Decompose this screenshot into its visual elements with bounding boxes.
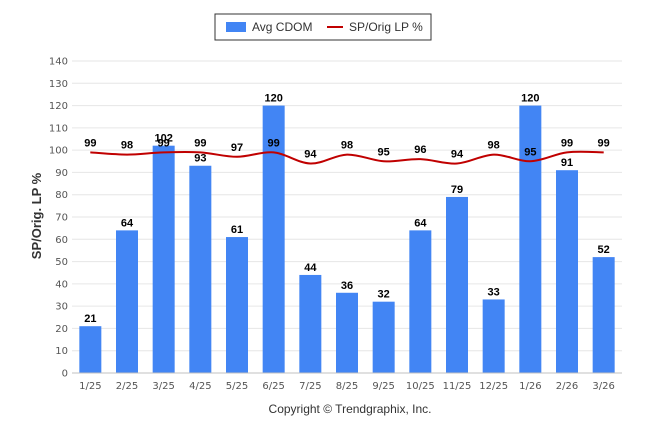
legend-label-sp-orig-lp: SP/Orig LP % <box>349 20 423 34</box>
y-tick-label-90: 90 <box>55 168 68 179</box>
x-tick-label-12/25: 12/25 <box>479 381 508 392</box>
y-tick-label-40: 40 <box>55 279 68 290</box>
bar-label-1/26: 120 <box>521 93 539 105</box>
y-axis-title: SP/Orig. LP % <box>29 172 44 259</box>
legend-swatch-avg-cdom <box>226 22 246 32</box>
series-line-sp-orig-lp <box>90 150 604 165</box>
y-tick-label-10: 10 <box>55 346 68 357</box>
y-tick-label-140: 140 <box>49 57 68 68</box>
bar-label-1/25: 21 <box>84 313 96 325</box>
copyright-credit: Copyright © Trendgraphix, Inc. <box>269 402 432 416</box>
bar-label-2/26: 91 <box>561 157 573 169</box>
bar-3/25 <box>152 145 175 373</box>
bar-8/25 <box>336 292 358 373</box>
line-label-4/25: 99 <box>194 137 206 149</box>
bar-label-3/26: 52 <box>598 244 610 256</box>
bar-2/26 <box>556 170 578 373</box>
bar-label-5/25: 61 <box>231 224 243 236</box>
bar-4/25 <box>189 165 212 373</box>
line-label-11/25: 94 <box>451 149 464 161</box>
y-tick-label-20: 20 <box>55 324 68 335</box>
line-label-3/25: 99 <box>158 137 170 149</box>
line-label-10/25: 96 <box>414 144 426 156</box>
x-tick-label-2/25: 2/25 <box>116 381 138 392</box>
line-label-2/25: 98 <box>121 140 133 152</box>
bar-label-10/25: 64 <box>414 217 427 229</box>
line-label-3/26: 99 <box>598 137 610 149</box>
legend-box <box>214 13 432 41</box>
y-tick-label-120: 120 <box>49 101 68 112</box>
legend-label-avg-cdom: Avg CDOM <box>252 20 312 34</box>
label-layer: 21 64 102 93 61 120 44 36 32 64 79 33 120 91 52 99 98 99 9… <box>84 93 610 326</box>
axis-layer: 0 10 20 30 40 50 60 70 80 90 100 110 120 130 140 1/25 2/… <box>49 57 622 392</box>
bar-layer <box>79 105 615 374</box>
bar-5/25 <box>226 237 248 373</box>
bar-label-11/25: 79 <box>451 184 463 196</box>
bar-label-3/25: 102 <box>154 133 172 145</box>
bar-9/25 <box>372 301 395 373</box>
bar-label-8/25: 36 <box>341 280 353 292</box>
bar-label-12/25: 33 <box>488 286 500 298</box>
y-tick-label-110: 110 <box>49 123 68 134</box>
line-label-8/25: 98 <box>341 140 353 152</box>
bar-10/25 <box>409 230 432 373</box>
bar-label-7/25: 44 <box>304 262 317 274</box>
x-tick-label-11/25: 11/25 <box>443 381 472 392</box>
line-label-12/25: 98 <box>488 140 500 152</box>
y-tick-label-30: 30 <box>55 302 68 313</box>
bar-label-6/25: 120 <box>264 93 282 105</box>
x-tick-label-9/25: 9/25 <box>372 381 394 392</box>
x-tick-label-3/25: 3/25 <box>152 381 174 392</box>
legend[interactable]: Avg CDOM SP/Orig LP % <box>214 13 432 41</box>
bar-3/26 <box>592 257 615 373</box>
x-tick-label-6/25: 6/25 <box>262 381 284 392</box>
line-label-7/25: 94 <box>304 149 317 161</box>
x-tick-label-5/25: 5/25 <box>226 381 248 392</box>
x-tick-label-7/25: 7/25 <box>299 381 321 392</box>
x-tick-label-8/25: 8/25 <box>336 381 358 392</box>
x-tick-label-1/25: 1/25 <box>79 381 101 392</box>
line-label-2/26: 99 <box>561 137 573 149</box>
bar-1/25 <box>79 326 102 373</box>
bar-11/25 <box>446 196 468 373</box>
line-label-5/25: 97 <box>231 142 243 154</box>
bar-label-9/25: 32 <box>378 289 390 301</box>
line-label-1/25: 99 <box>84 137 96 149</box>
y-tick-label-0: 0 <box>62 369 68 380</box>
y-tick-label-50: 50 <box>55 257 68 268</box>
x-tick-label-1/26: 1/26 <box>519 381 541 392</box>
x-tick-label-4/25: 4/25 <box>189 381 211 392</box>
bar-6/25 <box>262 105 285 374</box>
y-tick-label-80: 80 <box>55 190 68 201</box>
x-tick-label-3/26: 3/26 <box>592 381 614 392</box>
bar-2/25 <box>116 230 138 373</box>
y-tick-label-130: 130 <box>49 79 68 90</box>
bar-label-4/25: 93 <box>194 153 206 165</box>
y-tick-label-100: 100 <box>49 146 68 157</box>
x-tick-label-10/25: 10/25 <box>406 381 435 392</box>
line-layer <box>90 150 604 165</box>
line-label-1/26: 95 <box>524 146 536 158</box>
bar-7/25 <box>299 274 322 373</box>
y-tick-label-70: 70 <box>55 213 68 224</box>
bar-12/25 <box>482 299 505 373</box>
line-label-6/25: 99 <box>268 137 280 149</box>
bar-1/26 <box>519 105 542 374</box>
line-label-9/25: 95 <box>378 146 390 158</box>
x-tick-label-2/26: 2/26 <box>556 381 578 392</box>
bar-label-2/25: 64 <box>121 217 134 229</box>
y-tick-label-60: 60 <box>55 235 68 246</box>
